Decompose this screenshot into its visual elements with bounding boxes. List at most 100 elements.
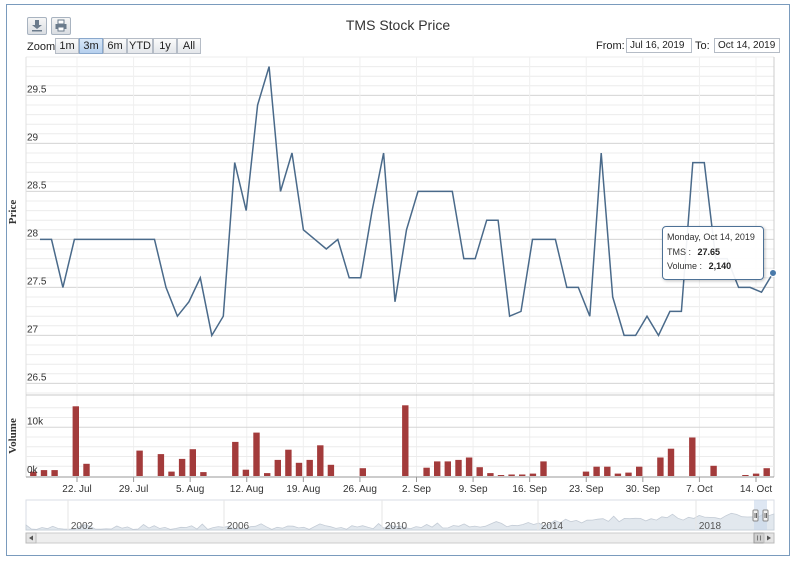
from-date-input[interactable]: Jul 16, 2019 [626,38,692,53]
volume-bar [476,467,483,476]
navigator-right-handle[interactable] [762,509,769,522]
volume-bar [444,461,451,476]
volume-bar [529,473,537,476]
volume-bar [168,471,175,476]
volume-bar [402,405,409,476]
zoom-1m-button[interactable]: 1m [55,38,79,54]
navigator[interactable]: 2002 2006 2010 2014 2018 [25,499,775,532]
print-button[interactable] [51,17,71,35]
zoom-1y-button[interactable]: 1y [153,38,177,54]
volume-bar [455,459,462,476]
volume-bar [178,458,186,476]
volume-bar [189,449,196,476]
navigator-tick-label: 2014 [541,521,564,532]
price-tick-label: 28.5 [27,180,47,191]
volume-axis-label: Volume [7,418,19,454]
x-axis: 22. Jul 29. Jul 5. Aug 12. Aug 19. Aug 26. Au… [62,477,772,495]
volume-bar [636,466,643,476]
zoom-all-button[interactable]: All [177,38,201,54]
volume-bar [40,470,48,476]
volume-bar [306,459,313,476]
zoom-ytd-button[interactable]: YTD [127,38,153,54]
volume-bar [274,459,281,476]
navigator-tick-label: 2010 [385,521,408,532]
from-label: From: [596,40,625,52]
chart-title: TMS Stock Price [345,17,451,33]
price-hover-marker [769,269,777,277]
scrollbar[interactable] [25,532,775,544]
zoom-3m-button[interactable]: 3m [79,38,103,54]
x-tick-label: 7. Oct [686,484,713,495]
navigator-series-area [25,512,775,531]
navigator-tick-label: 2006 [227,521,250,532]
download-button[interactable] [27,17,47,35]
to-label: To: [695,40,710,52]
volume-bar [317,445,324,476]
scrollbar-track[interactable] [25,532,775,544]
x-tick-label: 22. Jul [62,484,91,495]
volume-axis: 0k 10k [27,416,44,476]
navigator-selected-range[interactable] [754,500,767,530]
navigator-tick-label: 2002 [71,521,94,532]
navigator-tick-label: 2018 [699,521,722,532]
volume-bar [242,469,250,476]
volume-bar [434,461,441,476]
volume-bar [742,475,749,476]
x-tick-label: 19. Aug [286,484,320,495]
x-tick-label: 16. Sep [512,484,547,495]
tooltip-series-label: TMS [667,247,686,257]
navigator-left-handle[interactable] [752,509,759,522]
to-date-input[interactable]: Oct 14, 2019 [714,38,780,53]
volume-bar [614,473,622,476]
volume-bar [497,475,505,476]
tooltip-volume-value: 2,140 [708,261,732,271]
zoom-label: Zoom [27,41,56,53]
volume-bar [519,474,526,476]
x-tick-label: 23. Sep [569,484,604,495]
scrollbar-thumb[interactable] [753,532,765,544]
navigator-ticks: 2002 2006 2010 2014 2018 [67,500,722,532]
volume-bar [710,465,717,476]
price-axis: 26.5 27 27.5 28 28.5 29 29.5 [27,84,47,383]
volume-bar [508,474,515,476]
volume-bar [657,457,664,476]
volume-bar [487,473,494,476]
price-tick-label: 27 [27,324,39,335]
x-tick-label: 30. Sep [626,484,661,495]
volume-bar [232,441,239,476]
x-tick-label: 14. Oct [740,484,772,495]
volume-bar [327,464,335,476]
volume-bar [689,437,696,476]
zoom-6m-button[interactable]: 6m [103,38,127,54]
volume-bar [359,468,366,476]
tooltip-date: Monday, Oct 14, 2019 [667,232,755,242]
volume-bar [593,466,600,476]
volume-bar [540,461,547,476]
volume-bars [30,405,770,476]
volume-bar [582,471,590,476]
volume-bar [200,472,207,476]
volume-bar [752,473,760,476]
volume-bar [465,457,473,476]
x-tick-label: 9. Sep [459,484,488,495]
x-tick-label: 2. Sep [402,484,431,495]
volume-bar [295,462,303,476]
volume-tick-label: 10k [27,416,44,427]
x-tick-label: 29. Jul [119,484,148,495]
volume-bar [264,473,271,476]
right-arrow-icon [767,535,771,541]
x-tick-label: 12. Aug [230,484,264,495]
volume-bar [157,454,165,476]
volume-bar [423,467,430,476]
volume-bar [763,468,770,476]
tooltip: Monday, Oct 14, 2019 TMS : 27.65 Volume … [662,226,764,280]
price-tick-label: 28 [27,228,39,239]
volume-bar [51,470,58,476]
price-tick-label: 29 [27,132,39,143]
price-axis-label: Price [7,200,19,225]
left-arrow-icon [29,535,33,541]
volume-bar [625,472,632,476]
volume-grid [26,407,774,467]
volume-bar [83,463,90,476]
